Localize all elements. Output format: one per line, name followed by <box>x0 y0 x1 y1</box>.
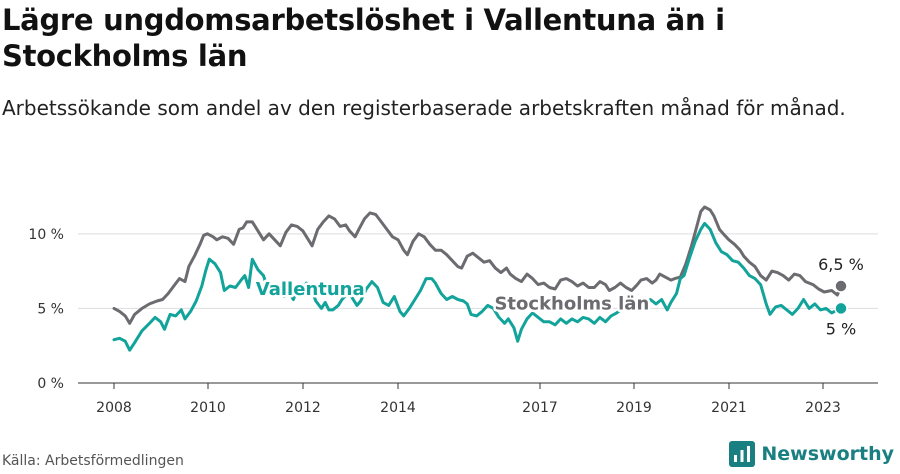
source-note: Källa: Arbetsförmedlingen <box>2 453 184 469</box>
x-tick-label: 2012 <box>285 400 321 416</box>
series-line-stockholms-l-n <box>112 205 843 325</box>
end-point <box>834 279 848 293</box>
y-tick-label: 5 % <box>37 301 64 317</box>
end-value-label: 5 % <box>826 319 856 338</box>
x-tick-label: 2019 <box>616 400 652 416</box>
x-tick-label: 2021 <box>711 400 747 416</box>
end-value-label: 6,5 % <box>818 255 864 274</box>
chart-title: Lägre ungdomsarbetslöshet i Vallentuna ä… <box>2 3 725 73</box>
chart-subtitle: Arbetssökande som andel av den registerb… <box>2 96 846 120</box>
x-tick-label: 2023 <box>805 400 841 416</box>
x-tick-label: 2014 <box>380 400 416 416</box>
end-point <box>834 301 848 316</box>
y-tick-label: 10 % <box>28 227 64 243</box>
x-tick-label: 2008 <box>96 400 132 416</box>
brand-logo: Newsworthy <box>729 441 894 467</box>
series-label-halo: Stockholms län <box>494 294 649 315</box>
newsworthy-logo-icon <box>729 441 756 467</box>
series-label: Vallentuna <box>256 279 365 300</box>
y-tick-label: 0 % <box>37 376 64 392</box>
brand-name: Newsworthy <box>761 443 894 465</box>
x-tick-label: 2010 <box>190 400 226 416</box>
series-label: Stockholms län <box>494 294 649 315</box>
x-tick-label: 2017 <box>522 400 558 416</box>
series-label-halo: Vallentuna <box>256 279 365 300</box>
series-line-vallentuna <box>112 221 843 352</box>
